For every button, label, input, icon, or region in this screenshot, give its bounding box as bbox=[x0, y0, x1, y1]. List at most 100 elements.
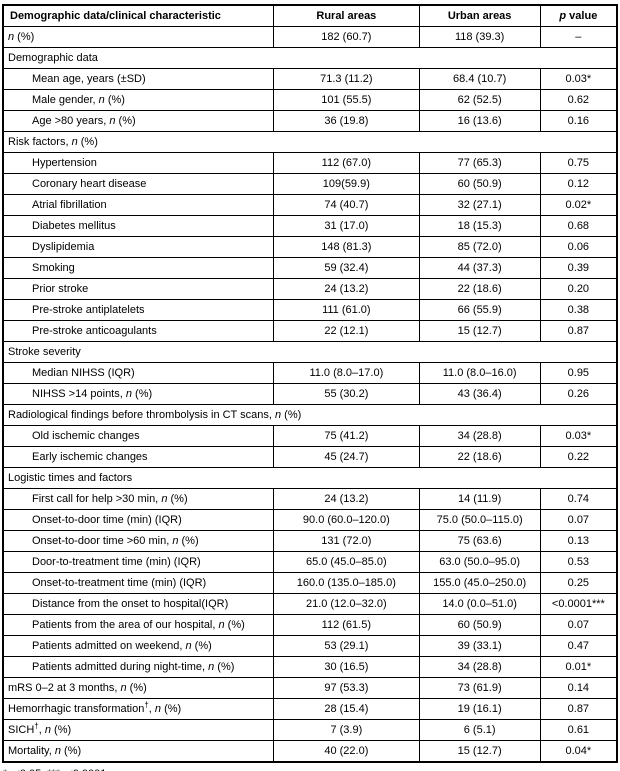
urban-value: 22 (18.6) bbox=[418, 446, 541, 468]
rural-value: 31 (17.0) bbox=[273, 215, 420, 237]
table-row: Patients admitted during night-time, n (… bbox=[2, 656, 618, 678]
row-label: Male gender, n (%) bbox=[2, 89, 275, 111]
rural-value: 11.0 (8.0–17.0) bbox=[273, 362, 420, 384]
rural-value: 90.0 (60.0–120.0) bbox=[273, 509, 420, 531]
row-label: Hemorrhagic transformation†, n (%) bbox=[2, 698, 275, 720]
section-row: Risk factors, n (%) bbox=[2, 131, 618, 153]
urban-value: 66 (55.9) bbox=[418, 299, 541, 321]
rural-value: 74 (40.7) bbox=[273, 194, 420, 216]
p-value: 0.53 bbox=[539, 551, 618, 573]
row-label: Onset-to-treatment time (min) (IQR) bbox=[2, 572, 275, 594]
p-value: 0.06 bbox=[539, 236, 618, 258]
row-label: n (%) bbox=[2, 26, 275, 48]
table-row: Pre-stroke antiplatelets 111 (61.0) 66 (55… bbox=[2, 299, 618, 321]
rural-value: 53 (29.1) bbox=[273, 635, 420, 657]
table-row: Hypertension 112 (67.0) 77 (65.3) 0.75 bbox=[2, 152, 618, 174]
urban-value: 6 (5.1) bbox=[418, 719, 541, 741]
row-label: Diabetes mellitus bbox=[2, 215, 275, 237]
urban-value: 14 (11.9) bbox=[418, 488, 541, 510]
rural-value: 75 (41.2) bbox=[273, 425, 420, 447]
urban-value: 77 (65.3) bbox=[418, 152, 541, 174]
rural-value: 7 (3.9) bbox=[273, 719, 420, 741]
urban-value: 60 (50.9) bbox=[418, 614, 541, 636]
row-label: First call for help >30 min, n (%) bbox=[2, 488, 275, 510]
rural-value: 148 (81.3) bbox=[273, 236, 420, 258]
p-value: 0.38 bbox=[539, 299, 618, 321]
rural-value: 28 (15.4) bbox=[273, 698, 420, 720]
row-label: Door-to-treatment time (min) (IQR) bbox=[2, 551, 275, 573]
p-value: 0.87 bbox=[539, 320, 618, 342]
row-label: Age >80 years, n (%) bbox=[2, 110, 275, 132]
column-header: Demographic data/clinical characteristic bbox=[2, 4, 275, 27]
rural-value: 71.3 (11.2) bbox=[273, 68, 420, 90]
row-label: Onset-to-door time (min) (IQR) bbox=[2, 509, 275, 531]
rural-value: 111 (61.0) bbox=[273, 299, 420, 321]
p-value: 0.22 bbox=[539, 446, 618, 468]
urban-value: 19 (16.1) bbox=[418, 698, 541, 720]
p-value: 0.03* bbox=[539, 425, 618, 447]
table-row: Early ischemic changes 45 (24.7) 22 (18.6)… bbox=[2, 446, 618, 468]
row-label: Patients admitted on weekend, n (%) bbox=[2, 635, 275, 657]
urban-value: 75 (63.6) bbox=[418, 530, 541, 552]
footnotes: *p<0.05, ***p<0.0001† According to Europ… bbox=[3, 768, 613, 771]
row-label: Patients admitted during night-time, n (… bbox=[2, 656, 275, 678]
urban-value: 73 (61.9) bbox=[418, 677, 541, 699]
table-row: Diabetes mellitus 31 (17.0) 18 (15.3) 0.68 bbox=[2, 215, 618, 237]
urban-value: 43 (36.4) bbox=[418, 383, 541, 405]
p-value: 0.68 bbox=[539, 215, 618, 237]
table-row: Patients from the area of our hospital, … bbox=[2, 614, 618, 636]
urban-value: 75.0 (50.0–115.0) bbox=[418, 509, 541, 531]
row-label: NIHSS >14 points, n (%) bbox=[2, 383, 275, 405]
rural-value: 131 (72.0) bbox=[273, 530, 420, 552]
p-value: 0.20 bbox=[539, 278, 618, 300]
rural-value: 55 (30.2) bbox=[273, 383, 420, 405]
p-value: 0.25 bbox=[539, 572, 618, 594]
row-label: Pre-stroke antiplatelets bbox=[2, 299, 275, 321]
section-label: Radiological findings before thrombolysi… bbox=[2, 404, 618, 426]
table-row: Mean age, years (±SD) 71.3 (11.2) 68.4 (10… bbox=[2, 68, 618, 90]
p-value: 0.01* bbox=[539, 656, 618, 678]
table-row: mRS 0–2 at 3 months, n (%) 97 (53.3) 73 (6… bbox=[2, 677, 618, 699]
section-row: Radiological findings before thrombolysi… bbox=[2, 404, 618, 426]
rural-value: 101 (55.5) bbox=[273, 89, 420, 111]
table-row: Onset-to-door time >60 min, n (%) 131 (72… bbox=[2, 530, 618, 552]
row-label: Patients from the area of our hospital, … bbox=[2, 614, 275, 636]
urban-value: 85 (72.0) bbox=[418, 236, 541, 258]
urban-value: 44 (37.3) bbox=[418, 257, 541, 279]
table-row: Onset-to-door time (min) (IQR) 90.0 (60.0… bbox=[2, 509, 618, 531]
column-header: Urban areas bbox=[418, 4, 541, 27]
row-label: Mortality, n (%) bbox=[2, 740, 275, 763]
rural-value: 24 (13.2) bbox=[273, 278, 420, 300]
rural-value: 24 (13.2) bbox=[273, 488, 420, 510]
urban-value: 118 (39.3) bbox=[418, 26, 541, 48]
urban-value: 34 (28.8) bbox=[418, 656, 541, 678]
section-row: Stroke severity bbox=[2, 341, 618, 363]
urban-value: 155.0 (45.0–250.0) bbox=[418, 572, 541, 594]
p-value: 0.95 bbox=[539, 362, 618, 384]
table-row: Door-to-treatment time (min) (IQR) 65.0 (… bbox=[2, 551, 618, 573]
p-value: – bbox=[539, 26, 618, 48]
table-row: NIHSS >14 points, n (%) 55 (30.2) 43 (36.4… bbox=[2, 383, 618, 405]
p-value: 0.39 bbox=[539, 257, 618, 279]
rural-value: 112 (67.0) bbox=[273, 152, 420, 174]
table-row: Old ischemic changes 75 (41.2) 34 (28.8) 0.… bbox=[2, 425, 618, 447]
header-row: Demographic data/clinical characteristic… bbox=[2, 4, 618, 27]
urban-value: 16 (13.6) bbox=[418, 110, 541, 132]
p-value: 0.07 bbox=[539, 614, 618, 636]
row-label: Prior stroke bbox=[2, 278, 275, 300]
section-row: Demographic data bbox=[2, 47, 618, 69]
table-row: Coronary heart disease 109(59.9) 60 (50.9)… bbox=[2, 173, 618, 195]
row-label: Coronary heart disease bbox=[2, 173, 275, 195]
section-row: Logistic times and factors bbox=[2, 467, 618, 489]
rural-value: 97 (53.3) bbox=[273, 677, 420, 699]
row-label: Distance from the onset to hospital(IQR) bbox=[2, 593, 275, 615]
urban-value: 39 (33.1) bbox=[418, 635, 541, 657]
section-label: Stroke severity bbox=[2, 341, 618, 363]
clinical-characteristics-table: Demographic data/clinical characteristic… bbox=[2, 4, 618, 763]
p-value: 0.75 bbox=[539, 152, 618, 174]
urban-value: 32 (27.1) bbox=[418, 194, 541, 216]
table-row: Hemorrhagic transformation†, n (%) 28 (15… bbox=[2, 698, 618, 720]
p-value: <0.0001*** bbox=[539, 593, 618, 615]
row-label: Onset-to-door time >60 min, n (%) bbox=[2, 530, 275, 552]
table-row: Dyslipidemia 148 (81.3) 85 (72.0) 0.06 bbox=[2, 236, 618, 258]
